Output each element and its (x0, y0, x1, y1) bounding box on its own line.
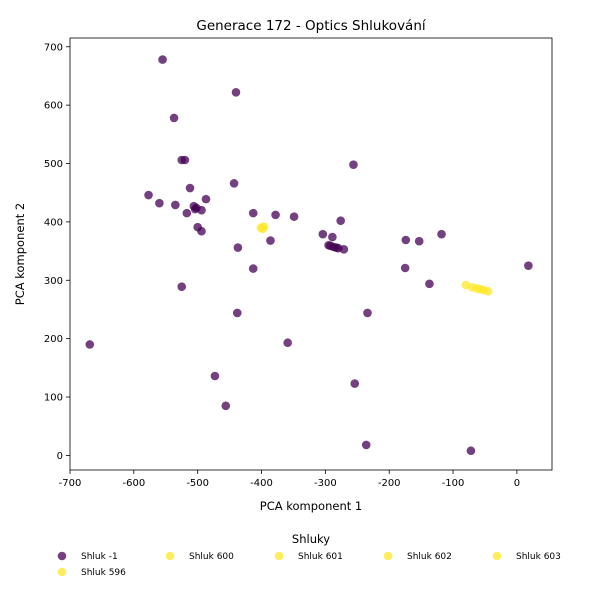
data-point (289, 212, 299, 221)
data-point (336, 216, 345, 226)
legend-marker (57, 551, 67, 561)
data-point (144, 190, 153, 200)
data-point (414, 236, 424, 246)
legend: Shluk -1 Shluk 600 Shluk 601 Shluk 602 Shluk… (57, 551, 561, 578)
x-tick-label: -200 (378, 478, 401, 489)
data-point (350, 379, 360, 388)
x-tick-label: -700 (59, 478, 82, 489)
data-point (231, 87, 241, 97)
data-point (333, 243, 343, 253)
data-point (233, 243, 243, 252)
x-tick-label: -500 (186, 478, 209, 489)
data-point (169, 113, 179, 123)
data-point (197, 226, 206, 236)
data-point (437, 229, 446, 239)
data-point (185, 183, 195, 193)
legend-label: Shluk 603 (516, 552, 561, 562)
data-point (400, 263, 410, 273)
data-point (363, 308, 372, 318)
legend-label: Shluk 596 (81, 568, 126, 578)
y-tick-label: 100 (44, 393, 63, 404)
data-point (324, 240, 333, 250)
chart-title: Generace 172 - Optics Shlukování (196, 18, 427, 34)
data-point (177, 282, 187, 291)
x-tick-label: -100 (442, 478, 465, 489)
data-point (349, 160, 358, 169)
y-tick-label: 300 (44, 276, 63, 287)
data-point (401, 235, 411, 245)
data-point (158, 55, 167, 64)
data-point (248, 264, 258, 273)
data-point (328, 232, 337, 242)
data-point (182, 208, 192, 218)
data-point (283, 338, 292, 348)
data-point (180, 155, 190, 165)
data-point (466, 446, 476, 456)
legend-marker (165, 551, 175, 561)
data-point (483, 287, 493, 296)
y-tick-label: 0 (57, 451, 63, 462)
data-point (210, 371, 220, 381)
x-tick-label: 0 (514, 478, 520, 489)
legend-label: Shluk 600 (189, 552, 234, 562)
data-point (248, 208, 258, 218)
y-tick-label: 700 (44, 42, 63, 53)
x-tick-label: -400 (250, 478, 273, 489)
data-point (190, 204, 200, 214)
x-axis-label: PCA komponent 1 (260, 499, 362, 513)
data-point (85, 340, 95, 349)
data-point (258, 224, 268, 234)
y-axis-label: PCA komponent 2 (13, 203, 27, 305)
y-tick-label: 200 (44, 334, 63, 345)
legend-title: Shluky (292, 532, 330, 546)
legend-label: Shluk -1 (81, 552, 118, 562)
x-tick-label: -600 (122, 478, 145, 489)
legend-label: Shluk 602 (407, 552, 452, 562)
legend-marker (274, 551, 284, 561)
data-point (221, 401, 231, 411)
data-point (524, 261, 533, 270)
data-point (171, 200, 180, 210)
plot-frame (69, 37, 553, 471)
y-tick-label: 600 (44, 101, 63, 112)
y-axis: 0 100 200 300 400 500 600 700 (44, 42, 70, 462)
data-point (266, 236, 275, 245)
data-point (361, 440, 371, 450)
data-point (271, 210, 280, 220)
legend-marker (57, 567, 67, 577)
x-axis: -700 -600 -500 -400 -300 -200 -100 0 (59, 470, 520, 489)
data-point (232, 308, 242, 318)
data-point (155, 198, 164, 208)
data-point (318, 229, 328, 239)
legend-marker (383, 551, 393, 561)
plot-area (85, 55, 533, 456)
data-point (425, 279, 434, 289)
data-point (229, 179, 239, 188)
y-tick-label: 500 (44, 159, 63, 170)
y-tick-label: 400 (44, 217, 63, 228)
data-point (201, 194, 211, 204)
x-tick-label: -300 (314, 478, 337, 489)
legend-label: Shluk 601 (298, 552, 343, 562)
legend-marker (492, 551, 502, 561)
